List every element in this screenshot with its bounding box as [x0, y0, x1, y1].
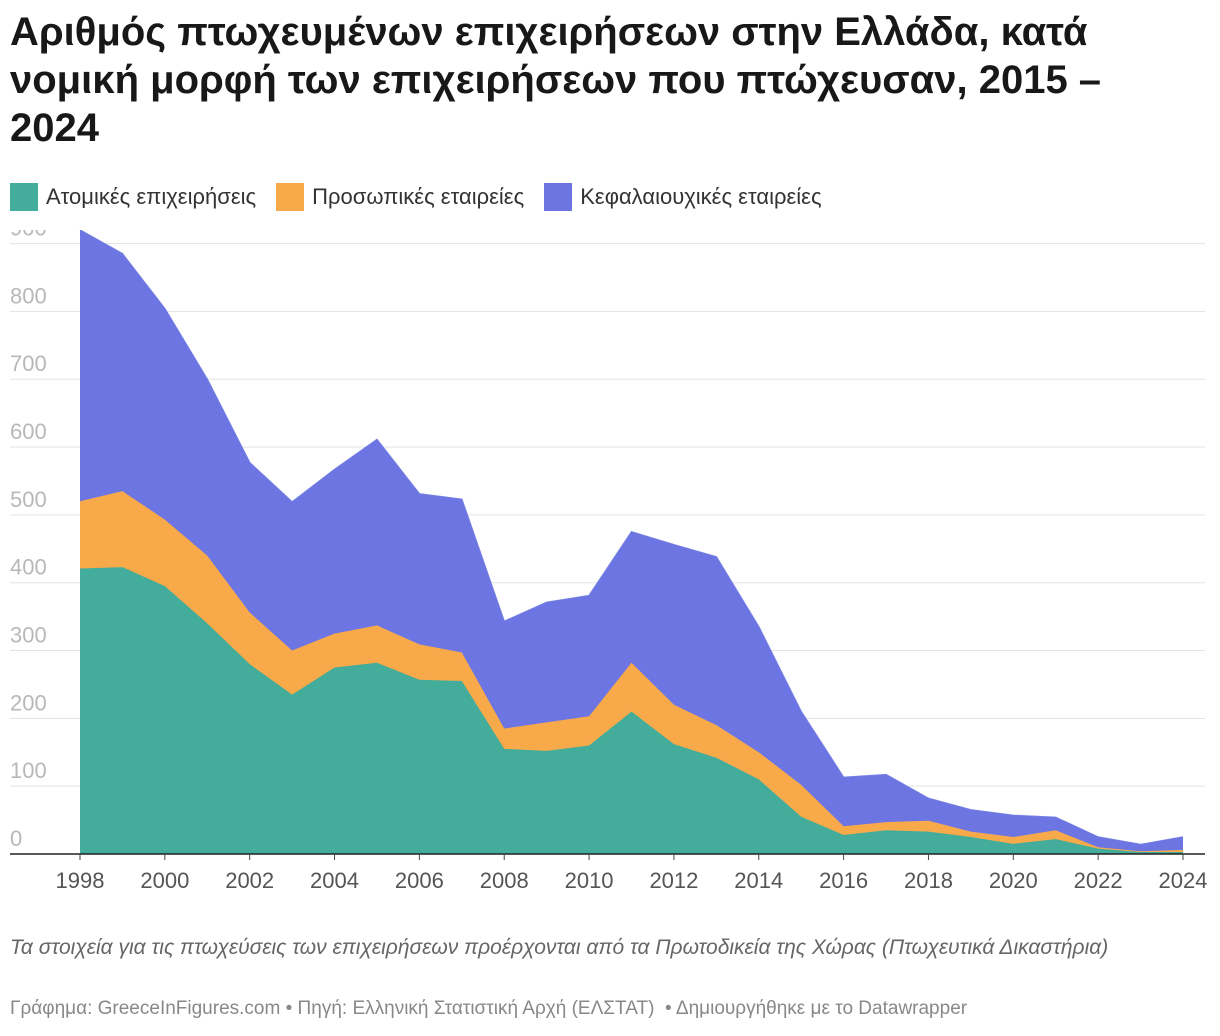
chart-title: Αριθμός πτωχευμένων επιχειρήσεων στην Ελ…	[10, 10, 1102, 150]
credit-separator: •	[665, 998, 672, 1019]
source-note: Τα στοιχεία για τις πτωχεύσεις των επιχε…	[10, 936, 1109, 959]
y-tick-label-400: 400	[10, 555, 47, 580]
y-tick-label-100: 100	[10, 758, 47, 783]
y-tick-label-700: 700	[10, 351, 47, 376]
x-tick-label-2014: 2014	[734, 868, 783, 893]
x-tick-label-2006: 2006	[395, 868, 444, 893]
x-tick-label-2000: 2000	[140, 868, 189, 893]
legend-swatch-capital-companies	[544, 183, 573, 211]
area-series-2	[80, 230, 1183, 852]
y-tick-label-500: 500	[10, 487, 47, 512]
x-tick-label-2004: 2004	[310, 868, 359, 893]
credits: Γράφημα: GreeceInFigures.com • Πηγή: Ελλ…	[10, 998, 967, 1020]
x-tick-label-2018: 2018	[904, 868, 953, 893]
x-tick-label-1998: 1998	[56, 868, 105, 893]
legend-label-partnerships: Προσωπικές εταιρείες	[312, 184, 525, 209]
x-tick-label-2010: 2010	[565, 868, 614, 893]
y-tick-label-900: 900	[10, 230, 47, 241]
legend-swatch-sole-proprietorships	[10, 183, 38, 211]
y-tick-label-800: 800	[10, 283, 47, 308]
x-tick-label-2002: 2002	[225, 868, 274, 893]
line-series-2	[79, 230, 1184, 846]
x-tick-label-2022: 2022	[1074, 868, 1123, 893]
x-tick-label-2008: 2008	[480, 868, 529, 893]
y-tick-label-300: 300	[10, 623, 47, 648]
legend-item-partnerships: Προσωπικές εταιρείες	[276, 183, 524, 211]
area-series-1	[80, 491, 1183, 852]
x-tick-label-2024: 2024	[1159, 868, 1208, 893]
legend-item-capital-companies: Κεφαλαιουχικές εταιρείες	[544, 183, 822, 211]
x-tick-label-2020: 2020	[989, 868, 1038, 893]
y-tick-label-600: 600	[10, 419, 47, 444]
y-tick-label-0: 0	[10, 826, 22, 851]
credit-tool: Δημιουργήθηκε με το Datawrapper	[675, 998, 968, 1019]
y-tick-label-200: 200	[10, 690, 47, 715]
legend: Ατομικές επιχειρήσεις Προσωπικές εταιρεί…	[10, 181, 842, 213]
legend-swatch-partnerships	[276, 183, 305, 211]
stacked-area-chart: 0 100 200 300 400 500 600 700 800 900 1998 2000 2002…	[10, 230, 1208, 893]
credit-source: Πηγή: Ελληνική Στατιστική Αρχή (ΕΛΣΤΑΤ)	[297, 998, 655, 1019]
legend-label-capital-companies: Κεφαλαιουχικές εταιρείες	[580, 184, 822, 209]
area-series-0	[80, 567, 1183, 854]
credit-separator: •	[285, 998, 293, 1019]
x-tick-label-2012: 2012	[649, 868, 698, 893]
credit-chart: Γράφημα: GreeceInFigures.com	[10, 998, 281, 1019]
legend-label-sole-proprietorships: Ατομικές επιχειρήσεις	[46, 184, 257, 209]
legend-item-sole-proprietorships: Ατομικές επιχειρήσεις	[10, 183, 256, 211]
x-tick-label-2016: 2016	[819, 868, 868, 893]
